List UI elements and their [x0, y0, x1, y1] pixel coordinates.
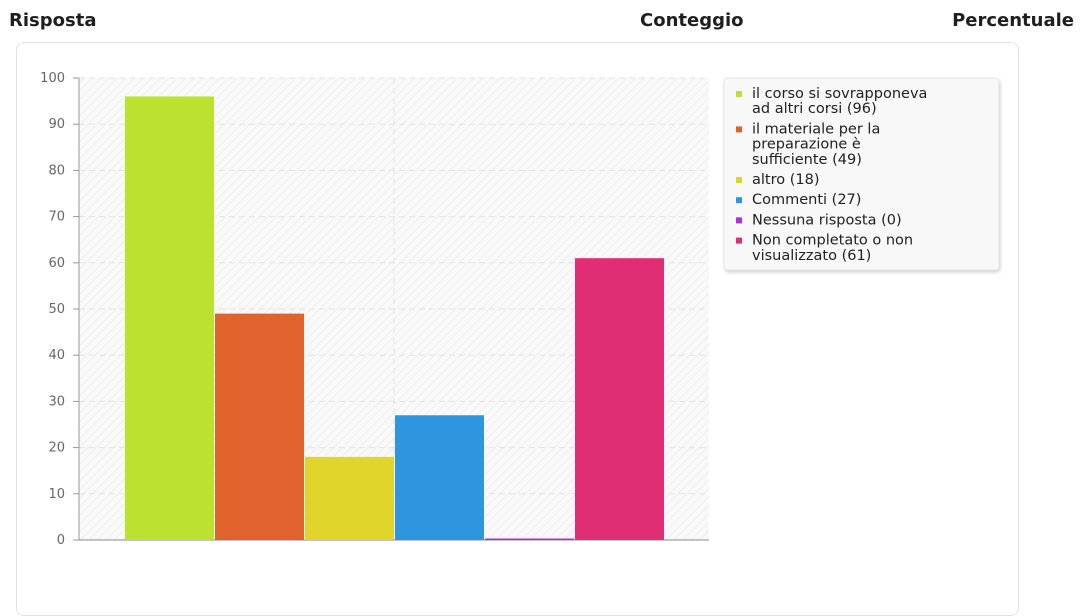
y-tick-label: 100: [40, 71, 65, 86]
bar[interactable]: [575, 258, 664, 540]
header-risposta: Risposta: [9, 10, 97, 31]
legend-label: il corso si sovrapponeva: [752, 86, 927, 102]
y-tick-label: 60: [48, 256, 65, 271]
legend-swatch: [736, 126, 742, 133]
bar[interactable]: [215, 313, 304, 540]
legend-label: preparazione è: [752, 137, 861, 153]
legend-label: il materiale per la: [752, 121, 880, 137]
legend-label: sufficiente (49): [752, 152, 862, 168]
legend-label: ad altri corsi (96): [752, 101, 877, 117]
legend-label: altro (18): [752, 172, 820, 188]
header-percentuale: Percentuale: [952, 10, 1074, 31]
y-tick-label: 70: [48, 210, 65, 225]
table-header: Risposta Conteggio Percentuale: [0, 10, 1080, 34]
y-tick-label: 0: [57, 533, 65, 548]
legend-swatch: [736, 217, 742, 224]
header-conteggio: Conteggio: [640, 10, 744, 31]
y-tick-label: 10: [48, 487, 65, 502]
legend-box: [723, 77, 1000, 271]
bar[interactable]: [395, 415, 484, 540]
legend-label: Non completato o non: [752, 233, 913, 249]
y-tick-label: 30: [48, 394, 65, 409]
legend-label: visualizzato (61): [752, 248, 871, 264]
bar[interactable]: [305, 456, 394, 540]
legend-label: Nessuna risposta (0): [752, 212, 902, 228]
y-tick-label: 80: [48, 163, 65, 178]
y-tick-label: 40: [48, 348, 65, 363]
bar[interactable]: [485, 538, 574, 541]
y-tick-label: 50: [48, 302, 65, 317]
legend-label: Commenti (27): [752, 192, 861, 208]
y-tick-label: 20: [48, 441, 65, 456]
legend-swatch: [736, 197, 742, 204]
legend-swatch: [736, 237, 742, 244]
bar[interactable]: [125, 96, 214, 540]
y-tick-label: 90: [48, 117, 65, 132]
legend-swatch: [736, 91, 742, 97]
legend-swatch: [736, 177, 742, 183]
